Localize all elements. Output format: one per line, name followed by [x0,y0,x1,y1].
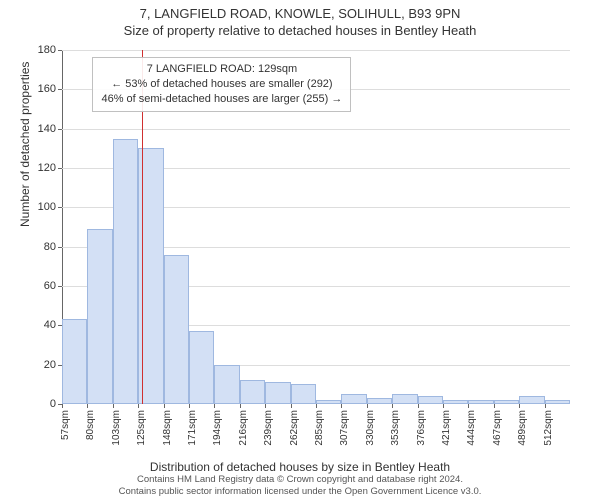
histogram-bar [316,400,341,404]
xtick-mark [189,404,190,408]
footer-line1: Contains HM Land Registry data © Crown c… [0,474,600,486]
chart-title-block: 7, LANGFIELD ROAD, KNOWLE, SOLIHULL, B93… [0,0,600,38]
xtick-label: 262sqm [289,410,300,446]
gridline [62,129,570,130]
xtick-label: 330sqm [365,410,376,446]
ytick-mark [58,168,62,169]
ytick-mark [58,129,62,130]
xtick-mark [392,404,393,408]
xtick-mark [164,404,165,408]
xtick-label: 171sqm [187,410,198,446]
ytick-label: 160 [38,83,56,95]
xtick-mark [113,404,114,408]
histogram-bar [189,331,214,404]
xtick-label: 239sqm [263,410,274,446]
chart-title-line2: Size of property relative to detached ho… [0,23,600,38]
xtick-mark [87,404,88,408]
ytick-label: 180 [38,44,56,56]
xtick-label: 353sqm [390,410,401,446]
ytick-mark [58,247,62,248]
xtick-mark [214,404,215,408]
ytick-label: 120 [38,162,56,174]
xtick-mark [545,404,546,408]
histogram-bar [519,396,544,404]
xtick-label: 125sqm [136,410,147,446]
histogram-bar [62,319,87,404]
ytick-label: 60 [44,280,56,292]
footer-attribution: Contains HM Land Registry data © Crown c… [0,474,600,498]
annotation-line: 46% of semi-detached houses are larger (… [101,92,342,107]
xtick-mark [291,404,292,408]
xtick-label: 216sqm [238,410,249,446]
ytick-label: 40 [44,319,56,331]
histogram-bar [265,382,290,404]
xtick-label: 376sqm [416,410,427,446]
xtick-label: 489sqm [517,410,528,446]
xtick-mark [418,404,419,408]
histogram-bar [240,380,265,404]
histogram-bar [87,229,112,404]
ytick-label: 140 [38,123,56,135]
xtick-mark [138,404,139,408]
xtick-label: 57sqm [60,410,71,440]
xtick-label: 148sqm [162,410,173,446]
xtick-mark [265,404,266,408]
xtick-mark [341,404,342,408]
histogram-bar [418,396,443,404]
xtick-mark [468,404,469,408]
histogram-bar [291,384,316,404]
ytick-mark [58,50,62,51]
histogram-bar [367,398,392,404]
histogram-bar [443,400,468,404]
histogram-bar [494,400,519,404]
xtick-mark [62,404,63,408]
ytick-mark [58,89,62,90]
xtick-mark [367,404,368,408]
annotation-line: 7 LANGFIELD ROAD: 129sqm [101,62,342,77]
plot-region: 02040608010012014016018057sqm80sqm103sqm… [62,50,570,404]
xtick-mark [519,404,520,408]
xtick-label: 80sqm [85,410,96,440]
xtick-label: 467sqm [492,410,503,446]
ytick-label: 100 [38,201,56,213]
xtick-mark [240,404,241,408]
ytick-label: 80 [44,241,56,253]
histogram-bar [392,394,417,404]
chart-plot-area: 02040608010012014016018057sqm80sqm103sqm… [62,50,570,404]
xtick-mark [494,404,495,408]
xtick-mark [316,404,317,408]
gridline [62,50,570,51]
xtick-label: 421sqm [441,410,452,446]
x-axis-label: Distribution of detached houses by size … [0,460,600,474]
annotation-line: ← 53% of detached houses are smaller (29… [101,77,342,92]
xtick-label: 194sqm [212,410,223,446]
ytick-mark [58,286,62,287]
xtick-label: 307sqm [339,410,350,446]
ytick-label: 0 [50,398,56,410]
histogram-bar [545,400,570,404]
footer-line2: Contains public sector information licen… [0,486,600,498]
histogram-bar [468,400,493,404]
ytick-label: 20 [44,359,56,371]
chart-title-line1: 7, LANGFIELD ROAD, KNOWLE, SOLIHULL, B93… [0,6,600,21]
histogram-bar [341,394,366,404]
histogram-bar [164,255,189,404]
xtick-label: 512sqm [543,410,554,446]
histogram-bar [113,139,138,405]
xtick-label: 444sqm [466,410,477,446]
ytick-mark [58,207,62,208]
xtick-mark [443,404,444,408]
y-axis-label: Number of detached properties [18,62,32,227]
xtick-label: 285sqm [314,410,325,446]
histogram-bar [214,365,239,404]
annotation-box: 7 LANGFIELD ROAD: 129sqm← 53% of detache… [92,57,351,112]
xtick-label: 103sqm [111,410,122,446]
